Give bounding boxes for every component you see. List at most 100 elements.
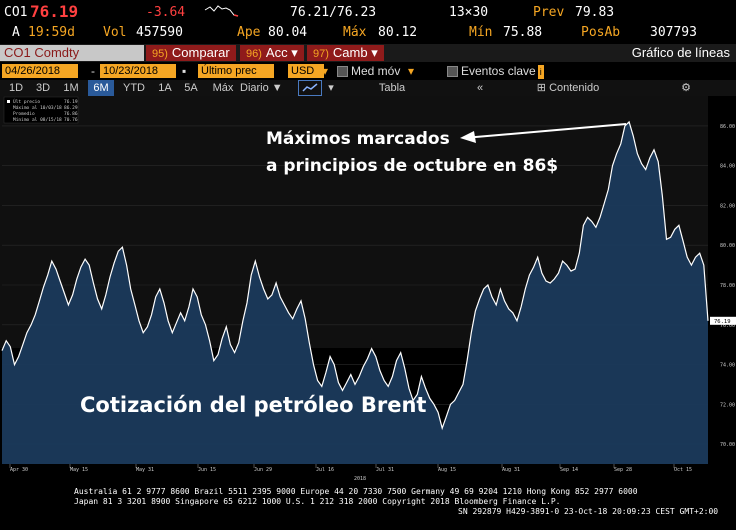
period-tab-1d[interactable]: 1D [8,82,24,94]
period-tab-3d[interactable]: 3D [35,82,51,94]
high-label: Máx [343,25,367,40]
x-axis: Apr 30 May 15 May 31 Jun 15 Jun 29 Jul 16 Jul … [9,464,692,482]
open-value: 80.04 [268,25,308,40]
x-tick-label: May 15 [70,467,88,473]
period-tab-máx[interactable]: Máx [212,82,234,94]
date-separator: - [91,64,95,78]
bid-ask: 76.21/76.23 [290,5,377,20]
period-tab-ytd[interactable]: YTD [123,82,145,94]
peak-annotation-line1: Máximos marcados [266,129,450,149]
gear-icon[interactable]: ⚙ [681,82,691,94]
x-tick-label: Jul 16 [316,467,334,473]
footer-contacts-line2: Japan 81 3 3201 8900 Singapore 65 6212 1… [74,497,561,506]
legend-average-label: Promedio [13,111,35,117]
footer-serial: SN 292879 H429-3891-0 23-Oct-18 20:09:23… [458,507,719,516]
chart-title: Cotización del petróleo Brent [80,393,427,417]
y-axis: 70.00 72.00 74.00 76.00 78.00 80.00 82.00 84.00… [710,124,736,448]
prev-label: Prev [533,5,565,20]
volume-value: 457590 [136,25,183,40]
y-tick-label: 74.00 [720,363,735,369]
x-tick-label: May 31 [136,467,154,473]
collapse-left-icon[interactable]: « [476,82,484,94]
annotation-arrow [460,123,627,143]
period-tab-1m[interactable]: 1M [63,82,79,94]
legend-high-label: Máximo al 10/03/18 [13,104,62,111]
edit-number: 97) [313,48,329,60]
chevron-down-icon[interactable]: ▾ [322,64,329,78]
x-tick-label: Aug 15 [438,467,456,473]
key-events-checkbox[interactable] [447,66,458,77]
x-tick-label: Jul 31 [376,467,394,473]
actions-number: 96) [246,48,262,60]
chevron-down-icon[interactable]: ▾ [408,64,415,78]
legend-last-label: Últ precio [13,98,40,105]
chart-style-dropdown-icon[interactable]: ▾ [328,82,334,94]
y-tick-label: 84.00 [720,164,735,170]
currency-select[interactable]: USD [288,64,324,78]
legend-last-value: 76.19 [64,99,78,105]
period-tab-1a[interactable]: 1A [158,82,172,94]
edit-menu[interactable]: 97) Camb ▾ [307,45,384,61]
high-value: 80.12 [378,25,418,40]
settings-bar: 04/26/2018 - 10/23/2018 ▪ Último prec US… [0,63,736,79]
last-price: 76.19 [30,2,79,21]
price-chart[interactable]: 70.00 72.00 74.00 76.00 78.00 80.00 82.00 84.00… [0,96,736,484]
edit-label: Camb [332,45,368,60]
chart-type-title: Gráfico de líneas [631,45,730,60]
x-tick-label: Aug 31 [502,467,520,473]
content-button[interactable]: ⊞ Contenido [536,82,600,94]
legend-high-value: 86.29 [64,105,78,111]
x-tick-label: Jun 15 [198,467,216,473]
chevron-down-icon: ▾ [371,45,378,60]
y-tick-label: 70.00 [720,442,735,448]
x-tick-label: Oct 15 [674,467,692,473]
x-tick-label: Jun 29 [254,467,272,473]
period-tabs-bar: 1D 3D 1M 6M YTD 1A 5A Máx Diario ▼ ▾ Tabla « ⊞ … [0,80,736,96]
chevron-down-icon: ▾ [291,45,298,60]
calendar-icon[interactable]: ▪ [182,64,187,78]
security-toolbar: CO1 Comdty 95) Comparar 96) Acc ▾ 97) Camb … [0,44,736,62]
info-icon: i [537,65,544,79]
line-chart-icon[interactable] [298,80,322,96]
last-time: 19:59d [28,25,75,40]
end-date-input[interactable]: 10/23/2018 [100,64,176,78]
y-tick-label: 82.00 [720,203,735,209]
legend-low-value: 70.76 [64,117,78,123]
moving-avg-label: Med móv [351,64,401,78]
actions-menu[interactable]: 96) Acc ▾ [240,45,304,61]
frequency-select[interactable]: Diario ▼ [240,82,283,94]
open-interest-label: PosAb [581,25,621,40]
price-area [1,120,709,465]
security-field[interactable]: CO1 Comdty [0,45,144,61]
footer-contacts-line1: Australia 61 2 9777 8600 Brazil 5511 239… [74,487,638,496]
time-prefix: A [12,25,20,40]
open-label: Ape [237,25,261,40]
legend-low-label: Mínimo al 08/15/18 [13,116,62,123]
x-year-label: 2018 [354,476,366,482]
quote-row-1: CO1 76.19 -3.64 76.21/76.23 13×30 Prev 7… [0,0,736,22]
low-value: 75.88 [503,25,543,40]
y-tick-label: 76.00 [720,323,735,329]
low-label: Mín [469,25,493,40]
moving-avg-checkbox[interactable] [337,66,348,77]
y-tick-label: 86.00 [720,124,735,130]
compare-label: Comparar [171,45,230,60]
table-button[interactable]: Tabla [378,82,406,94]
y-tick-label: 80.00 [720,243,735,249]
chart-legend: Últ precio 76.19 Máximo al 10/03/18 86.2… [3,96,79,124]
y-tick-label: 72.00 [720,402,735,408]
peak-annotation-line2: a principios de octubre en 86$ [266,156,559,176]
last-value-marker [710,316,736,325]
period-tab-6m[interactable]: 6M [88,80,114,96]
actions-label: Acc [265,45,288,60]
compare-button[interactable]: 95) Comparar [146,45,236,61]
prev-value: 79.83 [575,5,615,20]
x-tick-label: Sep 28 [614,467,632,473]
legend-average-value: 76.86 [64,111,78,117]
price-change: -3.64 [146,5,186,20]
field-select[interactable]: Último prec [198,64,274,78]
start-date-input[interactable]: 04/26/2018 [2,64,78,78]
compare-number: 95) [152,48,168,60]
sparkline-icon [204,5,239,17]
period-tab-5a[interactable]: 5A [184,82,198,94]
